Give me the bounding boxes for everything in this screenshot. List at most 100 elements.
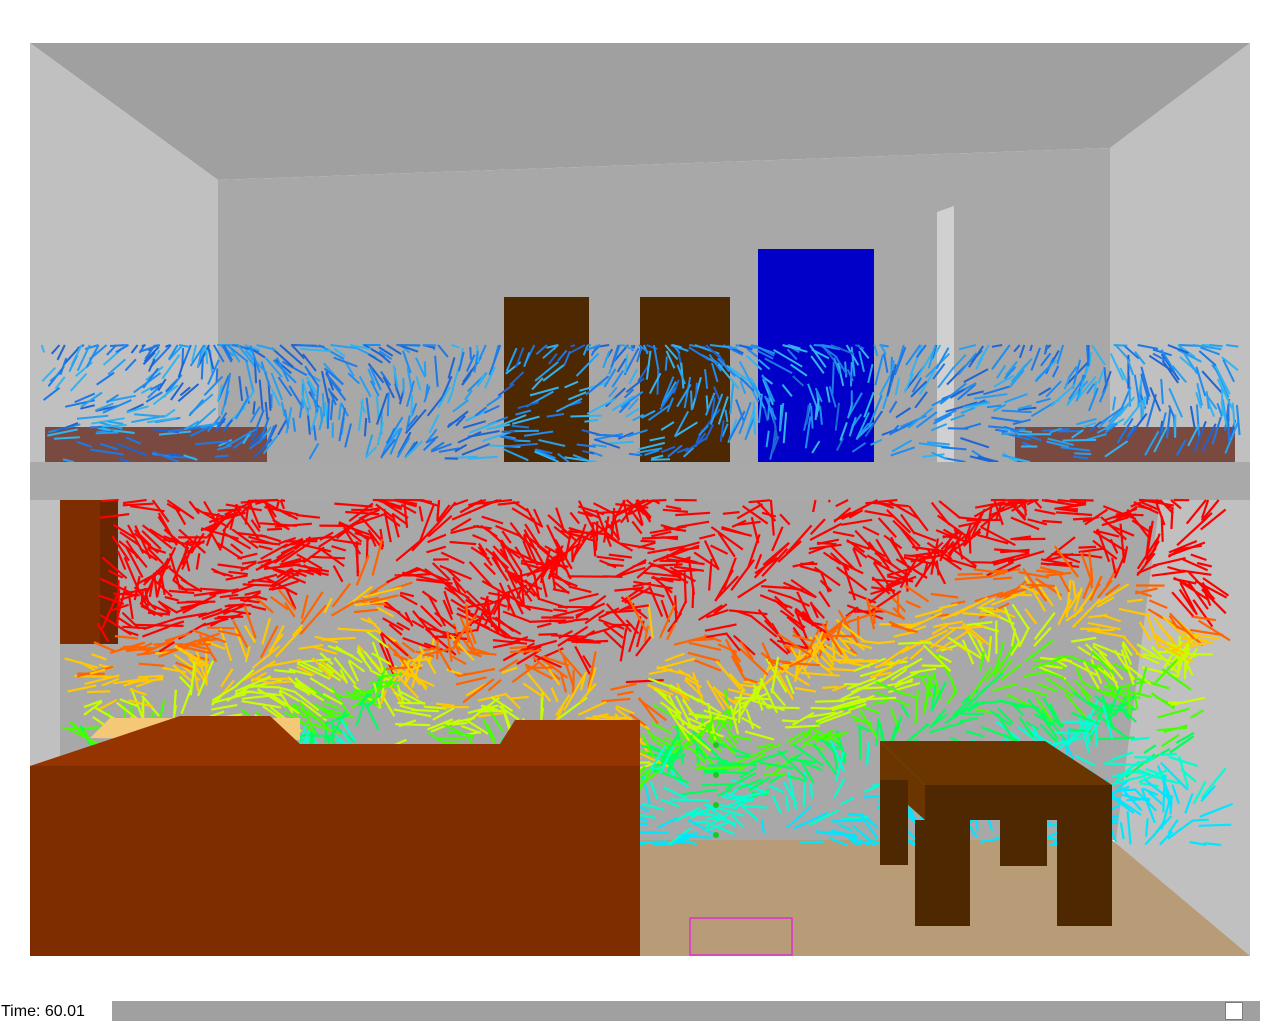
flow-streak bbox=[949, 389, 965, 399]
flow-streak bbox=[728, 733, 753, 741]
flow-streak bbox=[651, 454, 664, 460]
flow-streak bbox=[1079, 551, 1094, 584]
lower-wall-shelf-side bbox=[100, 500, 118, 644]
flow-streak bbox=[101, 556, 128, 580]
flow-streak bbox=[299, 701, 317, 735]
flow-streak bbox=[841, 659, 879, 664]
flow-streak bbox=[811, 628, 825, 656]
flow-streak bbox=[809, 344, 827, 368]
flow-streak bbox=[180, 687, 193, 714]
flow-streak bbox=[522, 540, 533, 562]
flow-streak bbox=[453, 498, 469, 507]
flow-streak bbox=[297, 344, 325, 348]
flow-streak bbox=[813, 642, 842, 665]
flow-streak bbox=[142, 524, 173, 550]
flow-streak bbox=[666, 745, 684, 774]
flow-streak bbox=[332, 710, 347, 734]
flow-streak bbox=[355, 554, 370, 586]
flow-streak bbox=[725, 771, 757, 790]
flow-streak bbox=[686, 812, 715, 817]
flow-streak bbox=[1024, 608, 1038, 625]
flow-streak bbox=[867, 363, 874, 384]
flow-streak bbox=[95, 402, 114, 412]
flow-streak bbox=[271, 693, 300, 715]
flow-streak bbox=[722, 511, 740, 515]
flow-streak bbox=[705, 395, 709, 411]
flow-streak bbox=[1071, 429, 1084, 439]
flow-streak bbox=[321, 701, 341, 710]
flow-streak bbox=[423, 438, 436, 452]
flow-streak bbox=[534, 361, 559, 382]
flow-streak bbox=[1008, 457, 1031, 463]
flow-streak bbox=[283, 409, 290, 429]
flow-streak bbox=[230, 611, 245, 620]
time-slider-thumb[interactable] bbox=[1225, 1002, 1244, 1020]
flow-streak bbox=[509, 649, 542, 654]
flow-streak bbox=[1103, 614, 1121, 623]
flow-streak bbox=[993, 374, 1015, 388]
flow-streak bbox=[551, 634, 587, 638]
flow-streak bbox=[1053, 584, 1063, 601]
flow-streak bbox=[660, 733, 679, 766]
flow-streak bbox=[1096, 422, 1116, 434]
flow-streak bbox=[332, 538, 362, 546]
flow-streak bbox=[844, 833, 858, 846]
flow-streak bbox=[978, 651, 986, 671]
flow-streak bbox=[205, 349, 209, 364]
flow-streak bbox=[673, 713, 704, 737]
flow-streak bbox=[265, 425, 276, 447]
flow-streak bbox=[831, 819, 863, 823]
time-slider-track[interactable] bbox=[112, 1001, 1260, 1021]
flow-streak bbox=[601, 697, 631, 703]
flow-streak bbox=[1168, 387, 1184, 418]
flow-streak bbox=[717, 643, 738, 654]
flow-streak bbox=[808, 545, 827, 555]
flow-streak bbox=[858, 838, 870, 846]
flow-streak bbox=[465, 604, 470, 643]
flow-streak bbox=[1200, 512, 1213, 524]
flow-streak bbox=[586, 397, 617, 415]
flow-streak bbox=[909, 344, 923, 377]
flow-streak bbox=[856, 421, 875, 440]
flow-streak bbox=[739, 380, 747, 394]
flow-streak bbox=[628, 499, 655, 516]
flow-streak bbox=[488, 591, 506, 598]
flow-streak bbox=[1220, 401, 1228, 427]
flow-streak bbox=[214, 614, 237, 620]
flow-streak bbox=[382, 376, 395, 399]
flow-streak bbox=[639, 813, 656, 819]
flow-streak bbox=[959, 717, 978, 723]
flow-streak bbox=[801, 730, 820, 748]
flow-streak bbox=[319, 652, 334, 666]
flow-streak bbox=[97, 698, 118, 712]
flow-streak bbox=[653, 688, 668, 697]
flow-streak bbox=[376, 673, 398, 679]
flow-streak bbox=[1150, 692, 1176, 710]
flow-streak bbox=[89, 425, 103, 429]
simulation-viewport[interactable] bbox=[0, 0, 1280, 1000]
flow-streak bbox=[1010, 641, 1021, 656]
flow-streak bbox=[230, 348, 241, 363]
floor-vent-outline[interactable] bbox=[689, 917, 793, 956]
flow-streak bbox=[644, 449, 660, 456]
flow-streak bbox=[1089, 420, 1102, 433]
flow-streak bbox=[329, 399, 334, 420]
flow-streak bbox=[1191, 615, 1216, 622]
flow-streak bbox=[279, 499, 286, 510]
flow-streak bbox=[535, 448, 553, 455]
flow-streak bbox=[294, 677, 311, 696]
flow-streak bbox=[245, 360, 255, 392]
flow-streak bbox=[1007, 550, 1045, 564]
flow-streak bbox=[179, 386, 191, 397]
flow-streak bbox=[230, 543, 244, 555]
flow-streak bbox=[730, 655, 747, 682]
flow-streak bbox=[1063, 376, 1071, 390]
flow-streak bbox=[483, 366, 496, 389]
flow-streak bbox=[419, 503, 436, 541]
flow-streak bbox=[589, 518, 621, 539]
flow-streak bbox=[206, 626, 235, 630]
flow-streak bbox=[1084, 727, 1091, 746]
flow-streak bbox=[1011, 499, 1031, 512]
flow-streak bbox=[937, 366, 955, 389]
flow-streak bbox=[392, 364, 399, 388]
